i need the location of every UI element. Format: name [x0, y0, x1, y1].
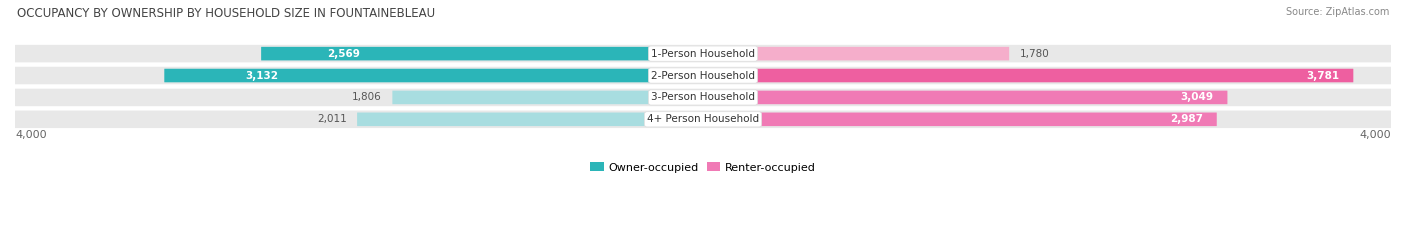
- FancyBboxPatch shape: [357, 113, 703, 126]
- FancyBboxPatch shape: [703, 69, 1354, 82]
- Text: 3,132: 3,132: [245, 71, 278, 81]
- Legend: Owner-occupied, Renter-occupied: Owner-occupied, Renter-occupied: [591, 162, 815, 172]
- Text: Source: ZipAtlas.com: Source: ZipAtlas.com: [1285, 7, 1389, 17]
- Text: 3,781: 3,781: [1306, 71, 1340, 81]
- FancyBboxPatch shape: [703, 91, 1227, 104]
- FancyBboxPatch shape: [392, 91, 703, 104]
- Text: 2,987: 2,987: [1170, 114, 1204, 124]
- FancyBboxPatch shape: [262, 47, 703, 60]
- Text: OCCUPANCY BY OWNERSHIP BY HOUSEHOLD SIZE IN FOUNTAINEBLEAU: OCCUPANCY BY OWNERSHIP BY HOUSEHOLD SIZE…: [17, 7, 434, 20]
- FancyBboxPatch shape: [165, 69, 703, 82]
- FancyBboxPatch shape: [15, 89, 1391, 106]
- Text: 2,569: 2,569: [328, 49, 360, 59]
- Text: 4,000: 4,000: [15, 130, 46, 140]
- Text: 2-Person Household: 2-Person Household: [651, 71, 755, 81]
- FancyBboxPatch shape: [703, 113, 1216, 126]
- Text: 3-Person Household: 3-Person Household: [651, 93, 755, 103]
- Text: 3,049: 3,049: [1181, 93, 1213, 103]
- FancyBboxPatch shape: [15, 110, 1391, 128]
- Text: 1,780: 1,780: [1019, 49, 1049, 59]
- Text: 1,806: 1,806: [353, 93, 382, 103]
- FancyBboxPatch shape: [703, 47, 1010, 60]
- FancyBboxPatch shape: [15, 45, 1391, 62]
- Text: 4,000: 4,000: [1360, 130, 1391, 140]
- FancyBboxPatch shape: [15, 67, 1391, 84]
- Text: 4+ Person Household: 4+ Person Household: [647, 114, 759, 124]
- Text: 1-Person Household: 1-Person Household: [651, 49, 755, 59]
- Text: 2,011: 2,011: [316, 114, 347, 124]
